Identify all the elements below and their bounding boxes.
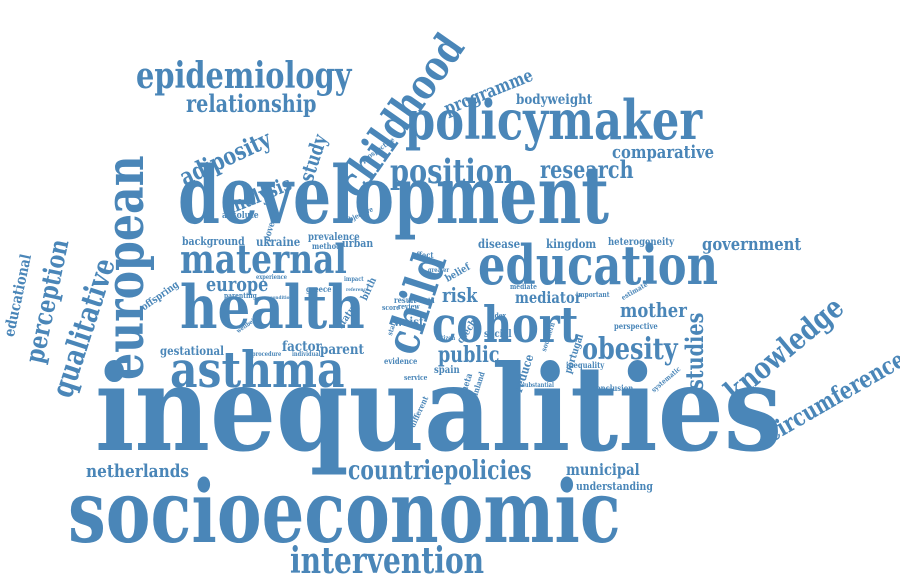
word-score: score [382,303,400,312]
word-understanding: understanding [576,480,653,493]
word-research: research [540,155,634,184]
word-policymaker: policymaker [405,88,703,152]
word-cohort: cohort [432,295,579,354]
word-method: method [312,241,341,251]
word-prevalence: prevalence [308,232,360,243]
word-spain: spain [434,365,460,376]
word-perspective: perspective [614,321,658,331]
word-data: data [420,296,435,305]
word-mediate: mediate [510,282,537,291]
word-obesity: obesity [582,332,678,367]
word-parent: parent [320,342,365,358]
word-public: public [438,342,500,368]
word-result: result [394,295,417,305]
word-background: background [182,235,245,248]
word-citizen: citizen [436,335,456,342]
word-urban: urban [342,237,374,250]
word-conclusion: conclusion [592,383,634,393]
word-inequality: inequality [566,360,605,370]
word-individual: individual [292,351,321,358]
word-reference: reference [346,287,369,293]
word-waist: waist [394,315,424,329]
word-netherlands: netherlands [86,461,190,482]
word-disease: disease [478,237,521,251]
word-education: education [478,233,718,297]
word-absolute: absolute [222,211,259,221]
word-impact: impact [344,276,364,283]
word-factor: factor [282,339,322,355]
word-inequalities: inequalities [95,339,783,478]
word-kingdom: kingdom [546,237,597,251]
word-bodyweight: bodyweight [516,92,593,108]
word-municipal: municipal [566,460,640,479]
word-social: social [484,329,512,340]
word-countriepolicies: countriepolicies [348,456,532,486]
word-studies: studies [680,312,709,390]
word-mediator: mediator [515,288,582,307]
word-important: important [576,290,610,299]
word-condition: condition [270,295,293,301]
word-review: review [398,302,420,311]
word-substantial: substantial [522,382,554,389]
word-intervention: intervention [290,540,485,580]
word-service: service [404,373,428,382]
word-evidence: evidence [384,356,418,366]
word-position: position [390,152,514,192]
word-asthma: asthma [170,340,345,399]
word-risk: risk [442,283,478,307]
word-government: government [702,234,802,255]
word-gestational: gestational [160,344,224,358]
word-index: index [488,311,507,320]
word-procedure: procedure [252,351,282,358]
word-health: health [180,273,365,343]
word-parenting: parenting [224,291,257,300]
word-mother: mother [620,298,687,322]
word-experience: experience [256,274,288,281]
word-maternal: maternal [180,236,347,283]
word-socioeconomic: socioeconomic [68,462,621,563]
word-greater: greater [428,267,450,274]
word-effect: effect [412,250,434,260]
word-epidemiology: epidemiology [136,55,352,97]
word-comparative: comparative [612,142,715,163]
word-heterogeneity: heterogeneity [608,237,675,248]
word-europe: europe [206,272,269,296]
word-greece: greece [306,284,332,294]
word-development: development [178,148,609,242]
word-relationship: relationship [186,89,317,118]
word-ukraine: ukraine [256,235,301,249]
